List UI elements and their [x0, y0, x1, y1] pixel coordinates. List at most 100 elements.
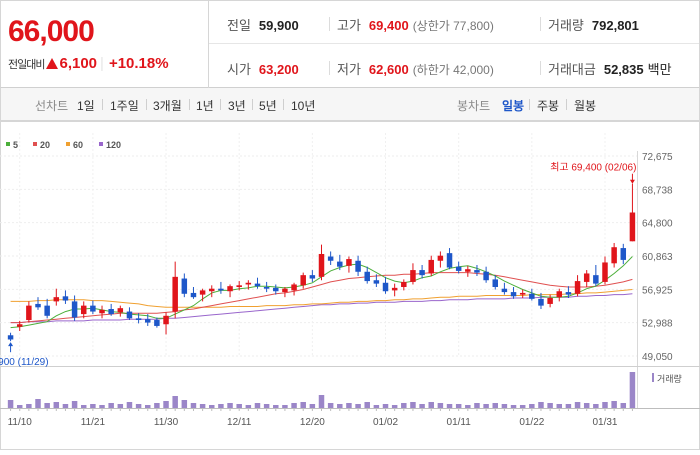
volume-bar — [446, 404, 453, 408]
y-tick-label: 60,863 — [642, 252, 673, 263]
candle-body — [80, 305, 87, 315]
period-5y[interactable]: 5년 — [259, 99, 277, 113]
candle-chart-label: 봉차트 — [457, 99, 491, 113]
volume-bar — [181, 400, 188, 408]
divider — [529, 99, 530, 110]
legend-label: 20 — [40, 140, 50, 150]
divider — [283, 99, 284, 110]
volume-bar — [327, 403, 334, 408]
volume-bar — [574, 402, 581, 408]
volume-bar — [108, 403, 114, 408]
candle-body — [583, 273, 590, 282]
candle-body — [26, 305, 32, 321]
ma20-line — [10, 272, 633, 324]
candle-body — [53, 297, 60, 302]
period-3y[interactable]: 3년 — [228, 99, 246, 113]
divider — [540, 17, 541, 31]
candle-body — [565, 292, 572, 295]
period-1d[interactable]: 1일 — [77, 99, 95, 113]
candle-body — [300, 275, 306, 286]
legend-swatch — [99, 142, 103, 146]
stat-high: 고가 69,400 (상한가 77,800) — [337, 15, 494, 34]
legend-label: 60 — [73, 140, 83, 150]
x-tick-label: 12/11 — [227, 417, 252, 428]
candle-body — [556, 291, 563, 298]
y-tick-label: 56,925 — [642, 285, 673, 296]
candle-body — [199, 290, 206, 295]
volume-bar — [565, 404, 572, 408]
period-monthly[interactable]: 월봉 — [574, 99, 597, 113]
x-tick-label: 12/20 — [300, 417, 325, 428]
current-price: 66,000 — [8, 15, 95, 48]
candle-body — [602, 262, 608, 282]
stat-volume: 거래량 792,801 — [548, 15, 639, 34]
candlestick-chart[interactable]: 72,675 68,738 64,800 60,863 56,925 52,988 49,0… — [0, 121, 700, 450]
period-10y[interactable]: 10년 — [291, 99, 316, 113]
volume-bar — [629, 372, 636, 408]
y-tick-label: 72,675 — [642, 152, 673, 163]
volume-bar — [337, 404, 343, 408]
candle-body — [337, 261, 343, 267]
volume-bar — [44, 403, 50, 408]
quote-summary: 66,000 전일대비 6,100+10.18% — [0, 0, 700, 88]
stock-chart[interactable]: 72,675 68,738 64,800 60,863 56,925 52,988 49,0… — [0, 121, 700, 450]
stat-value: 59,900 — [258, 18, 299, 33]
divider — [146, 99, 147, 110]
period-1w[interactable]: 1주일 — [110, 99, 139, 113]
candle-body — [254, 283, 261, 287]
volume-bar — [391, 405, 398, 408]
volume-bar — [16, 405, 23, 408]
volume-bar — [346, 403, 352, 408]
period-daily[interactable]: 일봉 — [502, 99, 525, 113]
y-tick-label: 52,988 — [642, 319, 673, 330]
candle-body — [318, 253, 325, 277]
candle-body — [446, 253, 453, 268]
volume-bar — [300, 402, 306, 408]
period-1y[interactable]: 1년 — [196, 99, 214, 113]
volume-bar — [318, 395, 325, 408]
volume-bar — [245, 405, 252, 408]
candle-body — [99, 309, 105, 314]
price-box: 66,000 전일대비 6,100+10.18% — [1, 1, 209, 88]
divider — [329, 17, 330, 31]
divider — [102, 99, 103, 110]
stat-value: 63,200 — [258, 62, 299, 77]
volume-bar — [218, 404, 224, 408]
period-3m[interactable]: 3개월 — [153, 99, 182, 113]
stat-trade-value: 거래대금 52,835 백만 — [548, 59, 672, 78]
volume-bar — [163, 401, 169, 408]
candle-body — [593, 275, 599, 284]
high-arrow-head — [629, 179, 635, 184]
period-weekly[interactable]: 주봉 — [537, 99, 560, 113]
volume-bar — [547, 403, 553, 408]
candle-body — [629, 212, 636, 242]
candle-body — [245, 282, 252, 285]
x-tick-label: 11/10 — [8, 417, 33, 428]
volume-bar — [556, 404, 563, 408]
candle-body — [327, 256, 334, 261]
divider — [329, 61, 330, 75]
candle-body — [538, 298, 544, 306]
candle-body — [364, 271, 370, 282]
candle-body — [163, 315, 169, 325]
candle-body — [16, 324, 23, 327]
volume-bar — [611, 401, 617, 408]
volume-bar — [465, 405, 471, 408]
candle-body — [190, 292, 197, 298]
up-triangle-icon — [46, 58, 59, 69]
volume-bar — [593, 404, 599, 408]
candle-body — [419, 270, 425, 276]
volume-bar — [35, 399, 41, 408]
volume-bar — [538, 402, 544, 408]
y-tick-label: 68,738 — [642, 185, 673, 196]
volume-bar — [62, 404, 69, 408]
volume-bar — [602, 402, 608, 408]
change-label: 전일대비 — [8, 59, 45, 71]
period-bar: 선차트 1일 1주일 3개월 1년 3년 5년 10년 봉차트 일봉 주봉 월봉 — [0, 88, 700, 121]
volume-bar — [263, 404, 270, 408]
volume-bar — [254, 403, 261, 408]
candle-body — [510, 292, 517, 297]
volume-bar — [117, 404, 124, 408]
volume-bar — [492, 403, 498, 408]
stat-open: 시가 63,200 — [227, 59, 299, 78]
